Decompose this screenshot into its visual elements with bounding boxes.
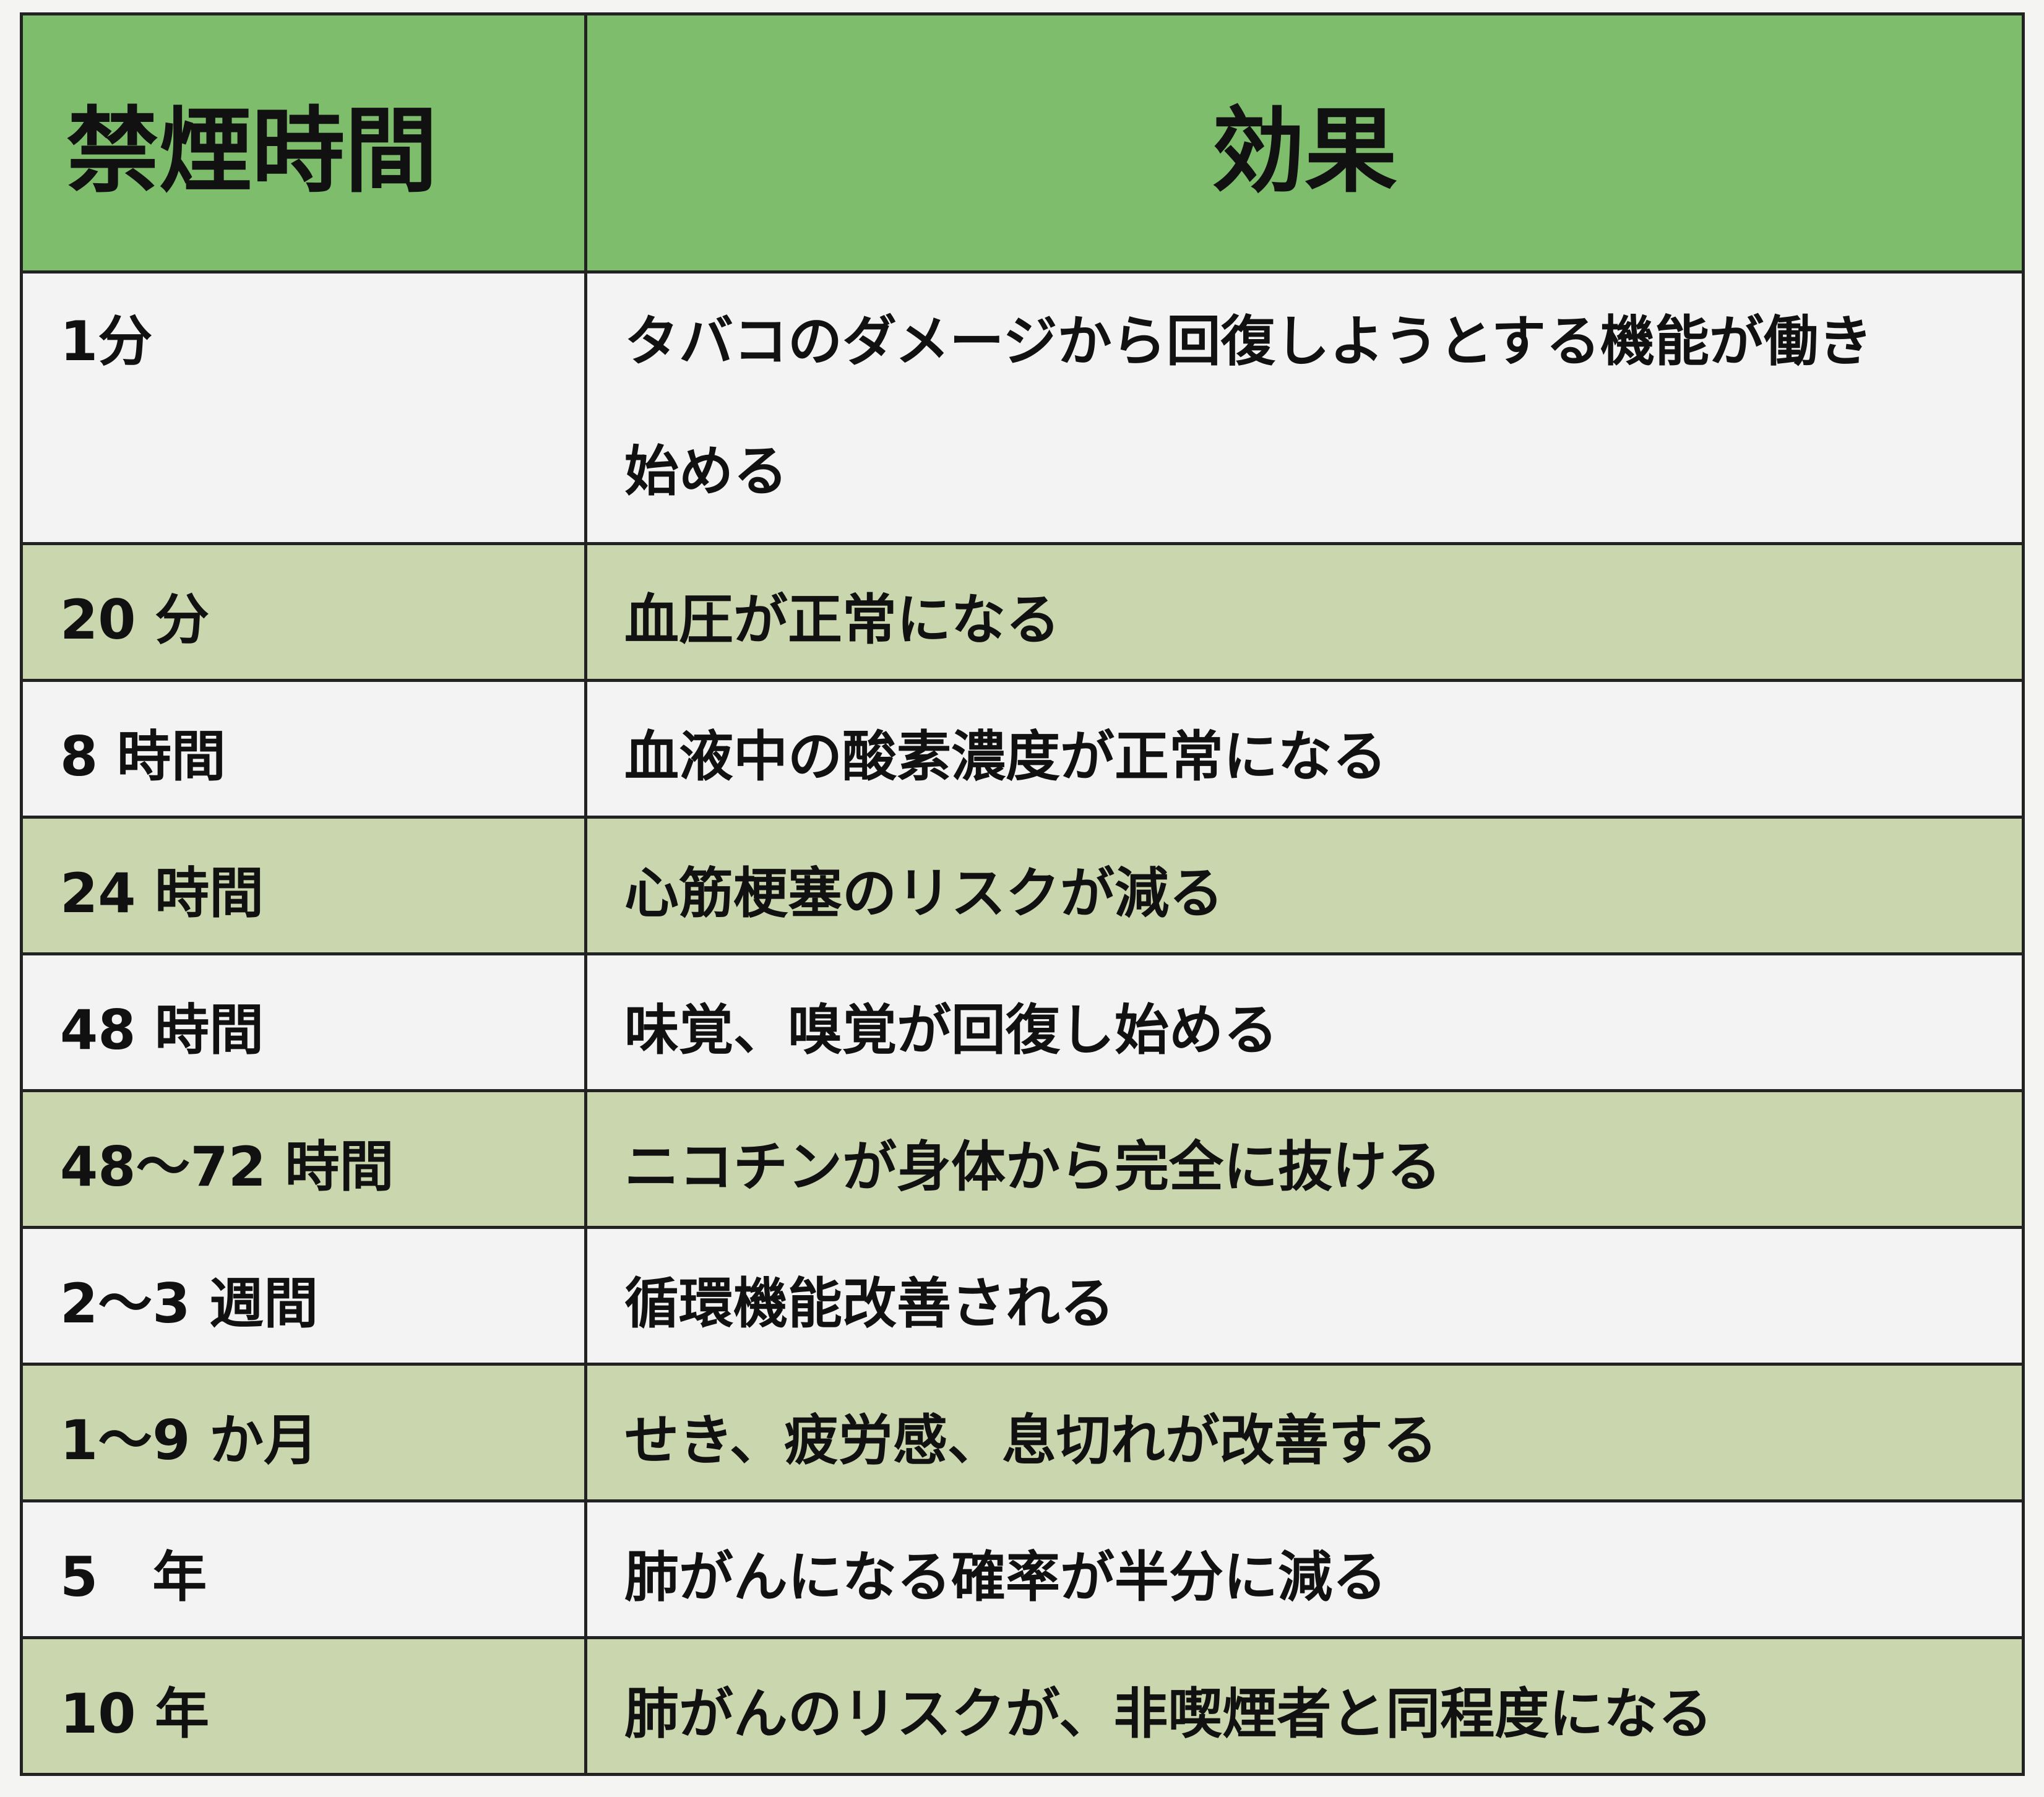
effect-cell: 味覚、嗅覚が回復し始める	[584, 952, 2025, 1092]
effect-cell: 肺がんのリスクが、非喫煙者と同程度になる	[584, 1636, 2025, 1776]
table-row: 5 年肺がんになる確率が半分に減る	[20, 1499, 2025, 1639]
time-cell: 1分	[20, 270, 587, 545]
time-cell: 24 時間	[20, 816, 587, 955]
table-row: 2～3 週間 循環機能改善される	[20, 1226, 2025, 1366]
table-row: 48 時間 味覚、嗅覚が回復し始める	[20, 952, 2025, 1092]
time-cell: 1～9 か月	[20, 1363, 587, 1502]
table-row: 8 時間 血液中の酸素濃度が正常になる	[20, 679, 2025, 819]
time-cell: 20 分	[20, 542, 587, 682]
table-row: 20 分血圧が正常になる	[20, 542, 2025, 682]
smoking-cessation-table: 禁煙時間 効果 1分 タバコのダメージから回復しようとする機能が働き始める 20…	[20, 12, 2025, 1776]
time-cell: 2～3 週間	[20, 1226, 587, 1366]
effect-cell: ニコチンが身体から完全に抜ける	[584, 1089, 2025, 1229]
time-cell: 5 年	[20, 1499, 587, 1639]
time-cell: 48 時間	[20, 952, 587, 1092]
effect-cell: 循環機能改善される	[584, 1226, 2025, 1366]
table-row: 1分 タバコのダメージから回復しようとする機能が働き始める	[20, 270, 2025, 545]
header-effect: 効果	[584, 12, 2025, 274]
effect-cell: 血圧が正常になる	[584, 542, 2025, 682]
time-cell: 48～72 時間	[20, 1089, 587, 1229]
effect-cell: 肺がんになる確率が半分に減る	[584, 1499, 2025, 1639]
effect-cell: タバコのダメージから回復しようとする機能が働き始める	[584, 270, 2025, 545]
header-time: 禁煙時間	[20, 12, 587, 274]
time-cell: 10 年	[20, 1636, 587, 1776]
effect-cell: せき、疲労感、息切れが改善する	[584, 1363, 2025, 1502]
table-row: 24 時間 心筋梗塞のリスクが減る	[20, 816, 2025, 955]
table-row: 10 年肺がんのリスクが、非喫煙者と同程度になる	[20, 1636, 2025, 1776]
table-row: 1～9 か月 せき、疲労感、息切れが改善する	[20, 1363, 2025, 1502]
time-cell: 8 時間	[20, 679, 587, 819]
header-row: 禁煙時間 効果	[20, 12, 2025, 274]
effect-cell: 心筋梗塞のリスクが減る	[584, 816, 2025, 955]
effect-cell: 血液中の酸素濃度が正常になる	[584, 679, 2025, 819]
table-row: 48～72 時間 ニコチンが身体から完全に抜ける	[20, 1089, 2025, 1229]
